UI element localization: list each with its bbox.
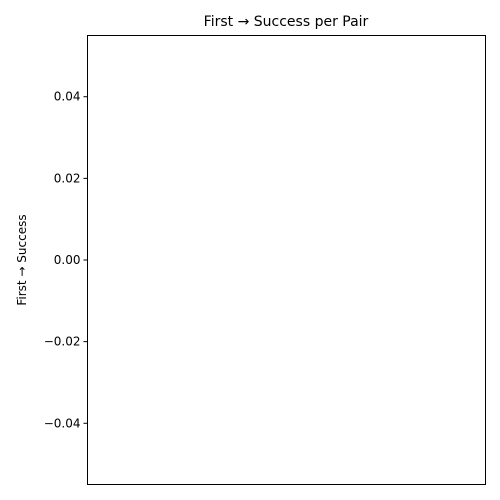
y-axis: −0.04 −0.02 0.00 0.02 0.04 xyxy=(44,90,88,430)
chart-title: First → Success per Pair xyxy=(204,14,369,30)
plot-area xyxy=(87,35,486,485)
y-tick-label: 0.04 xyxy=(54,90,81,104)
y-tick-label: 0.00 xyxy=(54,253,81,267)
y-tick-label: −0.02 xyxy=(44,335,81,349)
y-tick-label: 0.02 xyxy=(54,171,81,185)
y-tick-label: −0.04 xyxy=(44,416,81,430)
y-axis-label: First → Success xyxy=(15,214,29,305)
